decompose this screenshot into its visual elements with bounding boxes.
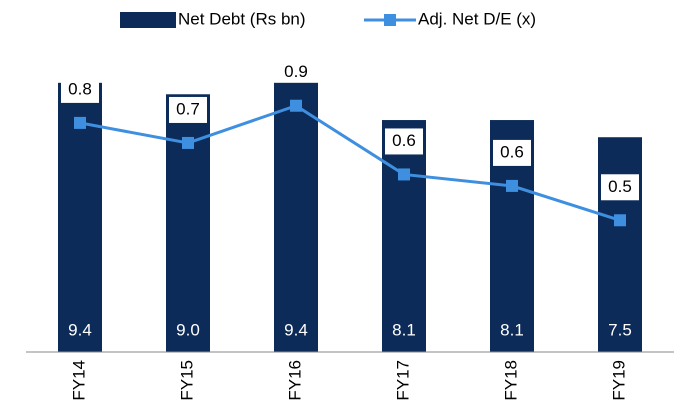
line-marker — [182, 136, 194, 149]
bar — [382, 120, 426, 352]
line-label: 0.8 — [68, 79, 92, 98]
bar — [274, 82, 318, 353]
line-label: 0.6 — [392, 131, 416, 150]
x-tick-label: FY18 — [501, 360, 520, 401]
bar-label: 8.1 — [392, 320, 416, 339]
x-tick-label: FY16 — [285, 360, 304, 401]
x-tick-label: FY19 — [609, 360, 628, 401]
legend-marker — [384, 14, 396, 26]
legend-label: Net Debt (Rs bn) — [178, 9, 306, 28]
label-bg — [601, 174, 639, 201]
bar — [598, 137, 642, 352]
bar-label: 9.4 — [68, 320, 92, 339]
line-marker — [74, 116, 86, 129]
x-tick-label: FY14 — [69, 360, 88, 401]
label-bg — [169, 96, 207, 123]
label-bg — [385, 128, 423, 155]
line-marker — [398, 168, 410, 181]
label-bg — [61, 76, 99, 103]
bar-label: 8.1 — [500, 320, 524, 339]
bar-label: 7.5 — [608, 320, 632, 339]
legend-swatch — [120, 12, 176, 28]
legend-label: Adj. Net D/E (x) — [418, 9, 536, 28]
line — [79, 104, 621, 222]
label-bg — [493, 139, 531, 166]
x-tick-label: FY15 — [177, 360, 196, 401]
line-marker — [506, 179, 518, 192]
line-label: 0.5 — [608, 177, 632, 196]
line-label: 0.6 — [500, 142, 524, 161]
line-label: 0.9 — [284, 62, 308, 81]
line-label: 0.7 — [176, 99, 200, 118]
line-marker — [614, 214, 626, 227]
line-marker — [290, 99, 302, 112]
bar-label: 9.0 — [176, 320, 200, 339]
bar-label: 9.4 — [284, 320, 308, 339]
bar — [166, 94, 210, 352]
x-tick-label: FY17 — [393, 360, 412, 401]
